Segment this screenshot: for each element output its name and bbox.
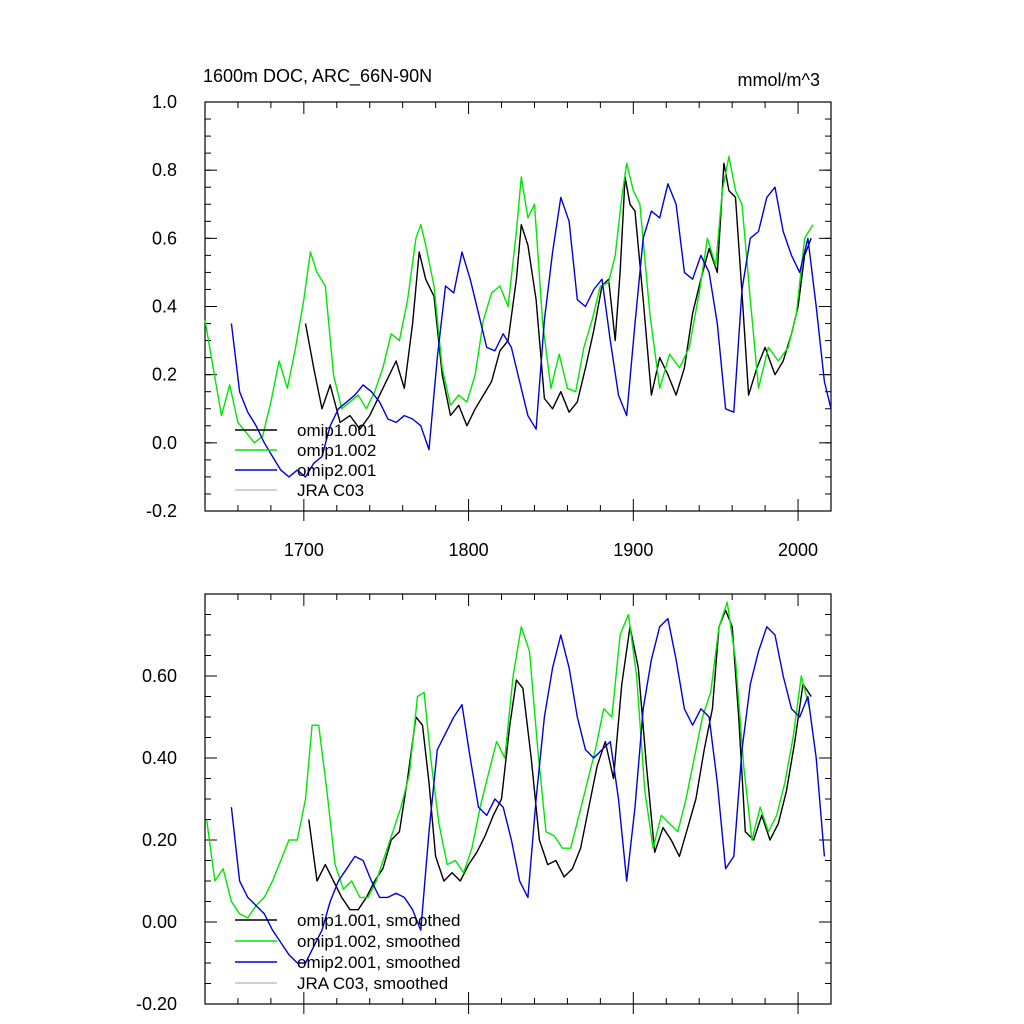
y-tick-label: 0.40: [142, 748, 177, 768]
series-line-omip2-001: [230, 183, 832, 478]
x-tick-label: 1900: [613, 540, 653, 560]
y-tick-label: 0.8: [152, 160, 177, 180]
y-tick-label: 0.00: [142, 912, 177, 932]
legend-label: omip1.002, smoothed: [297, 932, 461, 951]
legend-label: omip2.001, smoothed: [297, 953, 461, 972]
legend-label: JRA C03: [297, 481, 364, 500]
series-line-omip1-002-smoothed: [205, 601, 811, 919]
legend-label: omip1.001, smoothed: [297, 911, 461, 930]
bottom-panel-ticks: -0.20 0.00 0.20 0.40 0.60: [136, 593, 832, 1014]
top-panel-ticks: 1700 1800 1900 2000 -0.2 0.0 0.2 0.4 0.6 0.8 1.0: [146, 92, 832, 560]
legend-label: omip1.001: [297, 421, 376, 440]
x-tick-label: 1700: [284, 540, 324, 560]
x-tick-label: 2000: [778, 540, 818, 560]
bottom-panel: -0.20 0.00 0.20 0.40 0.60 omip1.001, smoothe…: [136, 593, 832, 1014]
legend-label: JRA C03, smoothed: [297, 974, 448, 993]
x-tick-label: 1800: [449, 540, 489, 560]
y-tick-label: 0.60: [142, 666, 177, 686]
y-tick-label: 1.0: [152, 92, 177, 112]
top-panel-lines: [204, 155, 832, 478]
bottom-panel-lines: [205, 601, 826, 964]
legend-label: omip1.002: [297, 441, 376, 460]
top-panel-title: 1600m DOC, ARC_66N-90N: [203, 66, 432, 87]
bottom-panel-legend: omip1.001, smoothed omip1.002, smoothed om…: [235, 911, 461, 993]
y-tick-label: -0.20: [136, 994, 177, 1014]
y-tick-label: 0.4: [152, 297, 177, 317]
y-tick-label: 0.6: [152, 228, 177, 248]
y-tick-label: 0.0: [152, 433, 177, 453]
top-panel: 1600m DOC, ARC_66N-90N mmol/m^3 1700 1800…: [146, 66, 832, 560]
series-line-omip1-001-smoothed: [308, 609, 812, 911]
top-panel-units: mmol/m^3: [738, 70, 820, 90]
y-tick-label: 0.20: [142, 830, 177, 850]
legend-label: omip2.001: [297, 461, 376, 480]
series-line-omip2-001-smoothed: [230, 617, 826, 964]
series-line-omip1-001: [304, 162, 812, 430]
y-tick-label: -0.2: [146, 501, 177, 521]
y-tick-label: 0.2: [152, 365, 177, 385]
series-line-omip1-002: [204, 155, 814, 444]
